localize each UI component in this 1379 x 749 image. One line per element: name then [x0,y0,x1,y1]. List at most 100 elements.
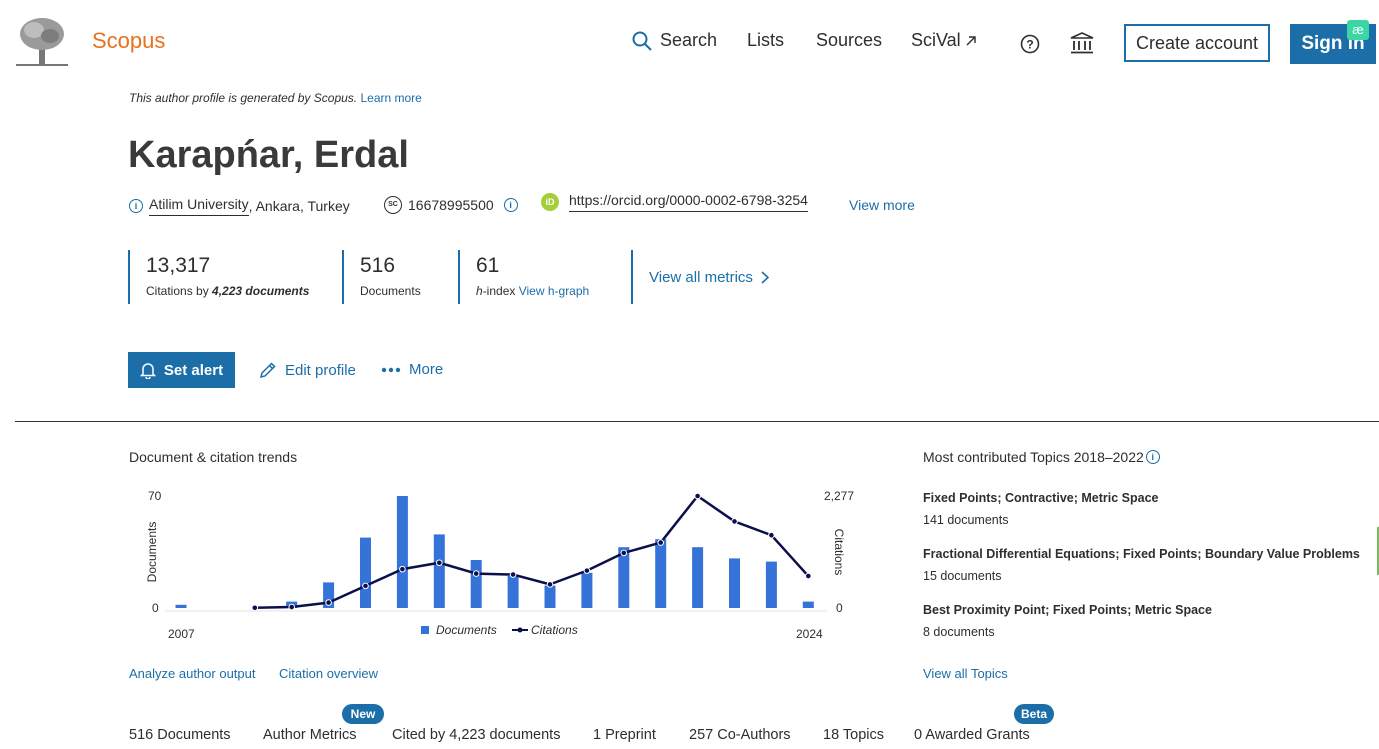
tab-awarded-grants[interactable]: 0 Awarded Grants [914,727,1030,743]
documents-count: 516 [360,254,396,277]
y-tick-label: 70 [148,489,162,503]
documents-bar [581,572,593,608]
more-button[interactable]: More [381,361,443,378]
documents-bar [692,547,704,608]
profile-notice: This author profile is generated by Scop… [129,91,422,105]
trends-title: Document & citation trends [129,449,298,465]
topics-title: Most contributed Topics 2018–2022 [923,449,1144,465]
citations-point [251,604,259,612]
view-hgraph-link[interactable]: View h-graph [518,284,590,298]
documents-bar [507,576,519,608]
hindex-label: -index [482,284,516,298]
scroll-indicator [1377,527,1379,575]
legend-documents-label: Documents [436,623,497,637]
author-name: Karapńar, Erdal [128,134,409,176]
hindex-value: 61 [476,254,500,277]
tab-coauthors[interactable]: 257 Co-Authors [689,727,791,743]
documents-bar [396,496,408,608]
citations-series-line [254,494,810,610]
y-right-tick-label: 2,277 [824,489,854,503]
citations-point [436,559,443,567]
citations-point [546,581,554,588]
documents-bar [729,558,740,608]
beta-badge: Beta [1014,704,1054,724]
profile-notice-text: This author profile is generated by Scop… [129,91,358,105]
topic-docs: 15 documents [923,569,1002,583]
pencil-icon [259,362,276,379]
scopus-id: SC 16678995500 i [384,196,518,214]
extension-badge[interactable]: æ [1347,20,1369,40]
nav-lists[interactable]: Lists [747,30,785,50]
y-right-tick-label: 0 [836,601,843,615]
set-alert-label: Set alert [163,361,224,379]
citation-overview-link[interactable]: Citation overview [279,666,378,681]
info-icon[interactable]: i [129,199,143,213]
affiliation: i Atilim University, Ankara, Turkey [129,196,350,216]
orcid-link[interactable]: https://orcid.org/0000-0002-6798-3254 [569,192,808,212]
scopus-id-value: 16678995500 [408,197,494,213]
nav-scival[interactable]: SciVal [911,30,977,51]
topics-title-row: Most contributed Topics 2018–2022 i [923,449,1160,465]
chart-labels: 70 0 2,277 0 2007 2024 Documents Citations Docum… [145,489,854,641]
metrics-divider [631,250,633,304]
tab-documents[interactable]: 516 Documents [129,727,231,743]
topic-item[interactable]: Fractional Differential Equations; Fixed… [923,547,1360,583]
citations-point [399,565,406,573]
analyze-author-output-link[interactable]: Analyze author output [129,666,256,681]
affiliation-link[interactable]: Atilim University [149,196,249,216]
help-icon[interactable]: ? [1020,34,1040,59]
legend-citations-dot [517,627,523,633]
nav-sources[interactable]: Sources [816,30,883,50]
tab-topics[interactable]: 18 Topics [823,727,884,743]
topic-name[interactable]: Best Proximity Point; Fixed Points; Metr… [923,603,1212,617]
topic-item[interactable]: Best Proximity Point; Fixed Points; Metr… [923,603,1212,639]
documents-label: Documents [360,284,421,298]
tab-author-metrics[interactable]: Author Metrics [263,727,357,743]
edit-profile-button[interactable]: Edit profile [259,361,356,379]
hindex-h: h [476,284,483,298]
scopus-brand[interactable]: Scopus [92,28,166,53]
documents-bar [618,547,630,608]
citations-point [768,531,775,539]
documents-bars [175,496,814,608]
citations-point [694,492,701,500]
view-all-topics-link[interactable]: View all Topics [923,666,1008,681]
elsevier-logo[interactable] [14,16,70,68]
set-alert-button[interactable]: Set alert [128,352,235,388]
scopus-id-icon: SC [384,196,402,214]
institution-icon[interactable] [1070,32,1094,59]
topics-info-icon[interactable]: i [1145,450,1160,464]
documents-bar [175,604,187,608]
citations-point [325,599,332,606]
y-tick-label: 0 [152,601,159,615]
citations-point [731,518,738,525]
y-axis-label: Documents [145,522,159,583]
view-all-metrics-link[interactable]: View all metrics [649,269,769,286]
topic-docs: 8 documents [923,625,995,639]
scopus-id-info-icon[interactable]: i [503,198,518,212]
svg-text:?: ? [1026,38,1033,52]
citations-count: 13,317 [146,254,211,277]
citing-documents-link[interactable]: 4,223 documents [212,284,310,298]
citations-point [362,582,369,590]
citations-point [805,572,812,580]
view-all-metrics-label: View all metrics [649,269,753,286]
external-link-icon [966,35,976,45]
topic-name[interactable]: Fixed Points; Contractive; Metric Space [923,491,1159,505]
nav-search[interactable]: Search [632,30,717,51]
tab-preprint[interactable]: 1 Preprint [593,727,656,743]
topic-item[interactable]: Fixed Points; Contractive; Metric Space … [923,491,1158,527]
citations-point [583,567,591,574]
topic-name[interactable]: Fractional Differential Equations; Fixed… [923,547,1360,561]
create-account-button[interactable]: Create account [1124,24,1270,62]
hindex-metric: 61 h-index View h-graph [458,250,626,304]
nav-scival-label: SciVal [911,30,961,50]
citations-point [620,549,628,557]
edit-profile-label: Edit profile [285,361,356,379]
view-more-link[interactable]: View more [849,197,915,213]
orcid-icon: iD [541,193,559,211]
documents-bar [470,560,482,608]
documents-bar [655,539,667,608]
learn-more-link[interactable]: Learn more [360,91,422,105]
tab-cited-by[interactable]: Cited by 4,223 documents [392,727,561,743]
